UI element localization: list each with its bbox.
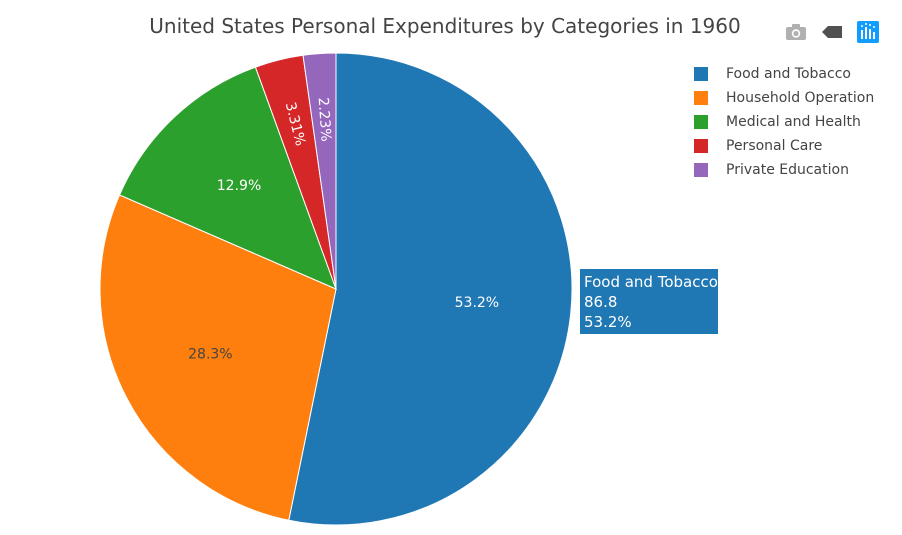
legend-item-private-education[interactable]: Private Education bbox=[694, 158, 874, 182]
pie-label-medical-and-health: 12.9% bbox=[217, 178, 261, 194]
pie-label-household-operation: 28.3% bbox=[188, 346, 232, 362]
legend-item-personal-care[interactable]: Personal Care bbox=[694, 134, 874, 158]
legend-swatch bbox=[694, 115, 708, 129]
legend-label: Medical and Health bbox=[726, 114, 861, 130]
plotly-logo-icon[interactable] bbox=[856, 21, 880, 43]
pie-label-food-and-tobacco: 53.2% bbox=[455, 295, 499, 311]
hover-label: Food and Tobacco bbox=[584, 273, 718, 291]
modebar bbox=[784, 20, 880, 44]
hover-tooltip: Food and Tobacco 86.8 53.2% bbox=[579, 268, 719, 335]
hover-percent: 53.2% bbox=[584, 313, 632, 331]
pie-slice-household-operation[interactable] bbox=[99, 194, 337, 521]
legend-label: Food and Tobacco bbox=[726, 66, 851, 82]
legend-label: Private Education bbox=[726, 162, 849, 178]
hover-value: 86.8 bbox=[584, 293, 618, 311]
legend: Food and Tobacco Household Operation Med… bbox=[694, 62, 874, 182]
legend-item-food-and-tobacco[interactable]: Food and Tobacco bbox=[694, 62, 874, 86]
pie-slice-medical-and-health[interactable] bbox=[118, 66, 337, 290]
legend-label: Personal Care bbox=[726, 138, 823, 154]
legend-swatch bbox=[694, 163, 708, 177]
legend-swatch bbox=[694, 139, 708, 153]
legend-swatch bbox=[694, 67, 708, 81]
tag-icon[interactable] bbox=[820, 21, 844, 43]
pie-slice-private-education[interactable] bbox=[302, 52, 337, 290]
pie-slice-food-and-tobacco[interactable] bbox=[288, 52, 573, 526]
legend-label: Household Operation bbox=[726, 90, 875, 106]
pie-label-private-education: 2.23% bbox=[315, 97, 334, 142]
legend-swatch bbox=[694, 91, 708, 105]
legend-item-household-operation[interactable]: Household Operation bbox=[694, 86, 874, 110]
chart-title: United States Personal Expenditures by C… bbox=[149, 14, 741, 38]
legend-item-medical-and-health[interactable]: Medical and Health bbox=[694, 110, 874, 134]
camera-icon[interactable] bbox=[784, 21, 808, 43]
